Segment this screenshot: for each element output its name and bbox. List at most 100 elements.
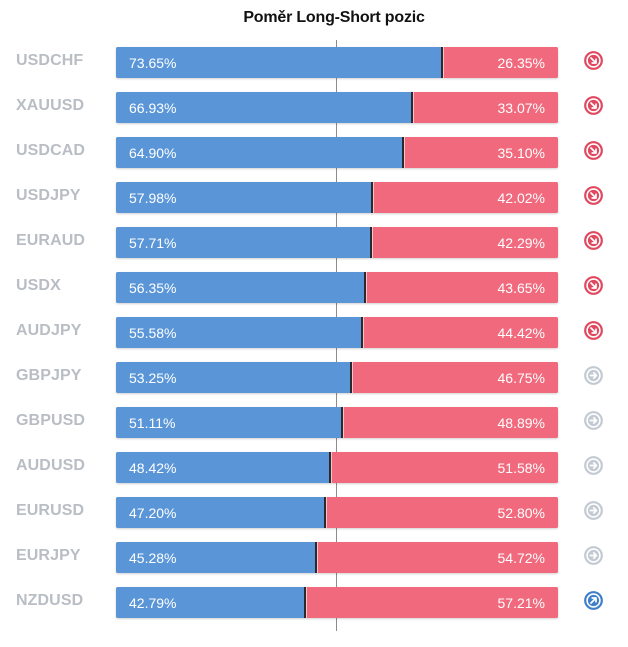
ratio-bar: 42.79% 57.21% [116,587,558,618]
long-percent-label: 47.20% [129,505,177,521]
pair-label: USDX [16,277,61,294]
long-percent-label: 64.90% [129,145,177,161]
long-percent-label: 56.35% [129,280,177,296]
long-segment [116,407,342,438]
split-divider [370,227,372,258]
long-segment [116,137,403,168]
long-segment [116,317,362,348]
pair-label: NZDUSD [16,592,84,609]
pair-label: USDJPY [16,187,81,204]
short-segment [316,542,558,573]
short-segment [371,227,558,258]
short-percent-label: 54.72% [497,550,545,566]
short-segment [403,137,558,168]
ratio-bar: 57.71% 42.29% [116,227,558,258]
short-segment [325,497,558,528]
ratio-bar: 53.25% 46.75% [116,362,558,393]
split-divider [441,47,443,78]
long-percent-label: 42.79% [129,595,177,611]
short-percent-label: 33.07% [497,100,545,116]
long-percent-label: 57.71% [129,235,177,251]
ratio-row-gbpusd: GBPUSD 51.11% 48.89% [0,407,628,439]
short-percent-label: 42.02% [497,190,545,206]
down-right-arrow-icon [584,141,603,160]
ratio-row-usdchf: USDCHF 73.65% 26.35% [0,47,628,79]
long-segment [116,587,305,618]
split-divider [402,137,404,168]
short-percent-label: 42.29% [497,235,545,251]
short-segment [412,92,558,123]
short-percent-label: 35.10% [497,145,545,161]
long-percent-label: 66.93% [129,100,177,116]
pair-label: GBPUSD [16,412,86,429]
long-percent-label: 57.98% [129,190,177,206]
ratio-bar: 56.35% 43.65% [116,272,558,303]
ratio-row-audjpy: AUDJPY 55.58% 44.42% [0,317,628,349]
ratio-row-usdjpy: USDJPY 57.98% 42.02% [0,182,628,214]
short-segment [342,407,558,438]
split-divider [371,182,373,213]
short-segment [362,317,558,348]
short-percent-label: 44.42% [497,325,545,341]
short-percent-label: 26.35% [497,55,545,71]
split-divider [304,587,306,618]
ratio-row-eurusd: EURUSD 47.20% 52.80% [0,497,628,529]
ratio-bar: 45.28% 54.72% [116,542,558,573]
pair-label: AUDJPY [16,322,82,339]
long-segment [116,542,316,573]
short-segment [330,452,558,483]
ratio-row-nzdusd: NZDUSD 42.79% 57.21% [0,587,628,619]
ratio-row-usdcad: USDCAD 64.90% 35.10% [0,137,628,169]
right-arrow-icon [584,501,603,520]
right-arrow-icon [584,366,603,385]
short-percent-label: 46.75% [497,370,545,386]
split-divider [411,92,413,123]
chart-title: Poměr Long-Short pozic [243,9,425,26]
long-percent-label: 45.28% [129,550,177,566]
right-arrow-icon [584,456,603,475]
split-divider [350,362,352,393]
right-arrow-icon [584,411,603,430]
short-segment [365,272,558,303]
ratio-bar: 64.90% 35.10% [116,137,558,168]
pair-label: AUDUSD [16,457,86,474]
short-segment [351,362,558,393]
split-divider [361,317,363,348]
ratio-bar: 47.20% 52.80% [116,497,558,528]
long-percent-label: 51.11% [129,415,176,431]
pair-label: EURUSD [16,502,85,519]
short-percent-label: 43.65% [497,280,545,296]
pair-label: USDCAD [16,142,86,159]
ratio-bar: 66.93% 33.07% [116,92,558,123]
down-right-arrow-icon [584,51,603,70]
down-right-arrow-icon [584,96,603,115]
long-segment [116,47,442,78]
up-right-arrow-icon [584,591,603,610]
short-percent-label: 51.58% [497,460,545,476]
down-right-arrow-icon [584,276,603,295]
ratio-bar: 55.58% 44.42% [116,317,558,348]
ratio-bar: 57.98% 42.02% [116,182,558,213]
long-segment [116,452,330,483]
long-segment [116,227,371,258]
ratio-bar: 73.65% 26.35% [116,47,558,78]
ratio-row-euraud: EURAUD 57.71% 42.29% [0,227,628,259]
long-segment [116,272,365,303]
short-percent-label: 57.21% [497,595,545,611]
ratio-row-audusd: AUDUSD 48.42% 51.58% [0,452,628,484]
long-percent-label: 73.65% [129,55,177,71]
ratio-row-eurjpy: EURJPY 45.28% 54.72% [0,542,628,574]
short-percent-label: 48.89% [497,415,545,431]
ratio-bar: 51.11% 48.89% [116,407,558,438]
right-arrow-icon [584,546,603,565]
ratio-row-xauusd: XAUUSD 66.93% 33.07% [0,92,628,124]
pair-label: GBPJPY [16,367,82,384]
split-divider [329,452,331,483]
down-right-arrow-icon [584,231,603,250]
long-segment [116,92,412,123]
ratio-bar: 48.42% 51.58% [116,452,558,483]
long-segment [116,362,351,393]
short-segment [372,182,558,213]
long-segment [116,497,325,528]
split-divider [364,272,366,303]
